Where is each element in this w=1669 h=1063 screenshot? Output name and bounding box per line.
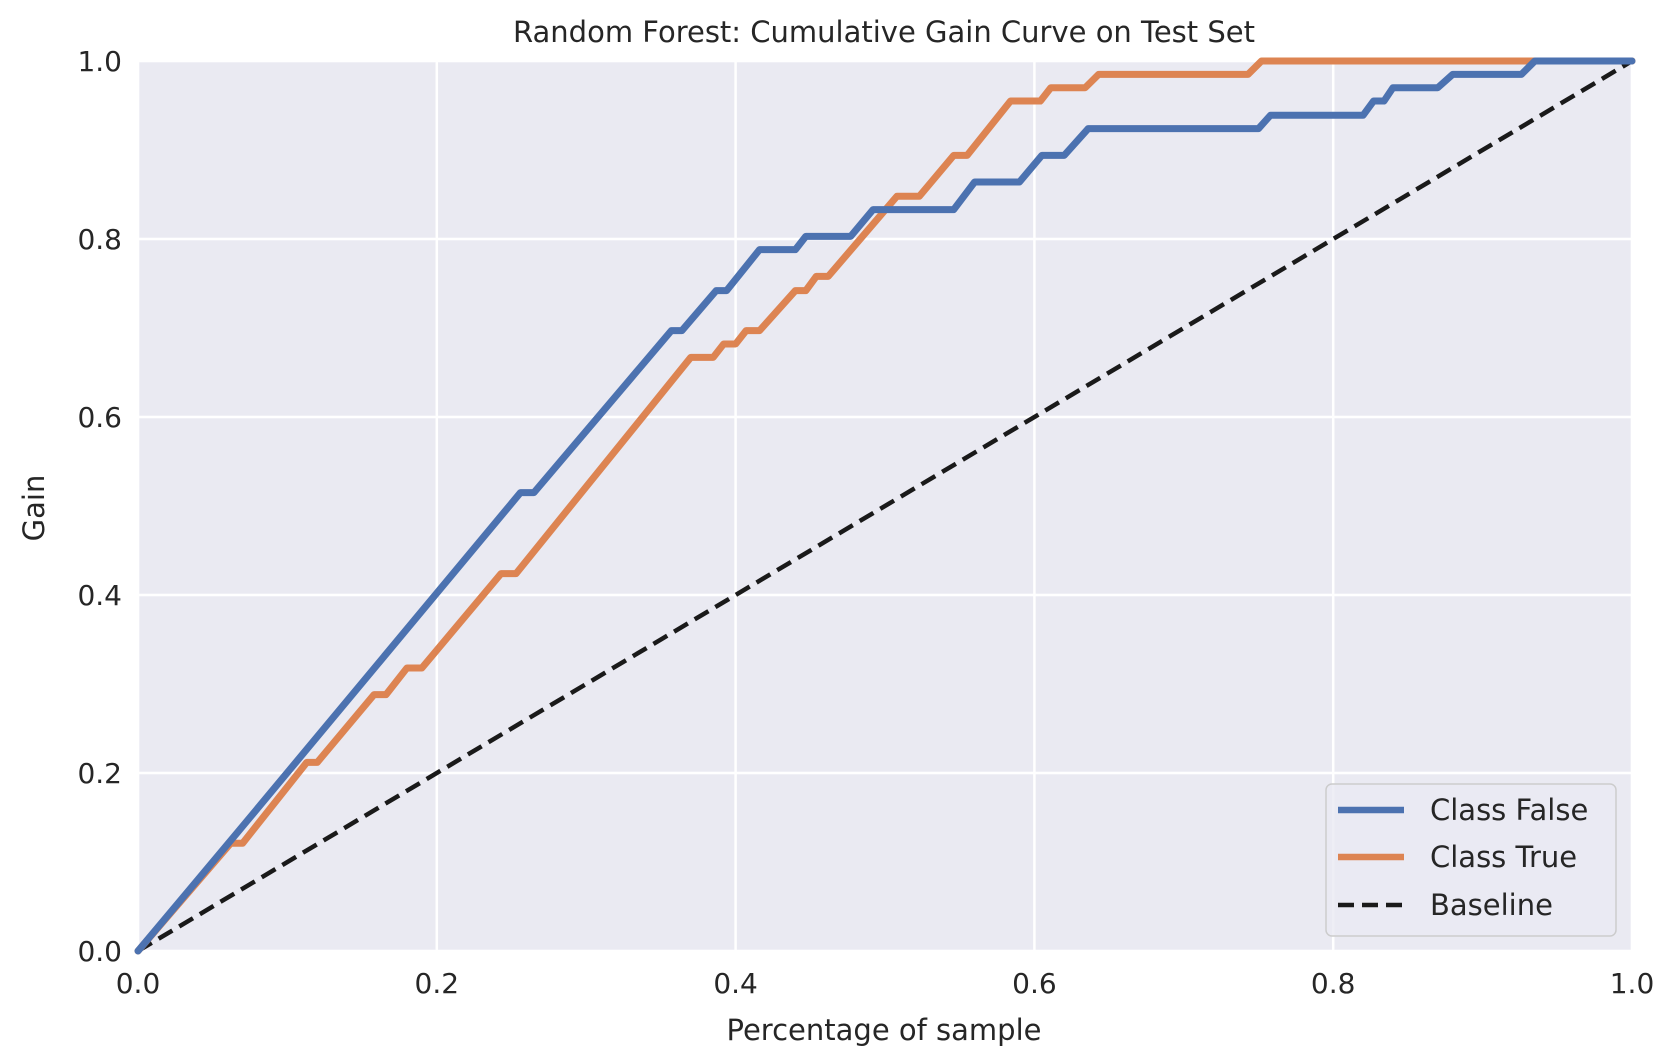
- y-tick-label: 1.0: [77, 45, 122, 78]
- x-tick-label: 0.6: [1012, 967, 1057, 1000]
- series-line-baseline: [136, 59, 1634, 953]
- legend-box: [1325, 783, 1617, 937]
- x-axis-label: Percentage of sample: [727, 1013, 1042, 1047]
- grid: [136, 59, 1634, 953]
- y-tick-label: 0.4: [77, 579, 122, 612]
- x-tick-label: 1.0: [1610, 967, 1655, 1000]
- x-tick-label: 0.4: [713, 967, 758, 1000]
- series-line-class-false: [134, 57, 1636, 955]
- legend-label-class-false: Class False: [1430, 793, 1588, 827]
- y-tick-label: 0.8: [77, 223, 122, 256]
- y-axis-label: Gain: [17, 475, 51, 542]
- y-tick-label: 0.0: [77, 935, 122, 968]
- x-tick-label: 0.2: [415, 967, 460, 1000]
- legend: Class False Class True Baseline: [1325, 783, 1617, 937]
- series-line-class-true: [134, 57, 1636, 955]
- legend-label-class-true: Class True: [1430, 840, 1577, 874]
- y-tick-labels: 0.0 0.2 0.4 0.6 0.8 1.0: [77, 45, 122, 968]
- y-tick-label: 0.2: [77, 757, 122, 790]
- x-tick-label: 0.8: [1311, 967, 1356, 1000]
- series-layer: [134, 57, 1636, 955]
- legend-label-baseline: Baseline: [1430, 888, 1553, 922]
- chart-title: Random Forest: Cumulative Gain Curve on …: [513, 15, 1255, 49]
- x-tick-label: 0.0: [116, 967, 161, 1000]
- x-tick-labels: 0.0 0.2 0.4 0.6 0.8 1.0: [116, 967, 1655, 1000]
- y-tick-label: 0.6: [77, 401, 122, 434]
